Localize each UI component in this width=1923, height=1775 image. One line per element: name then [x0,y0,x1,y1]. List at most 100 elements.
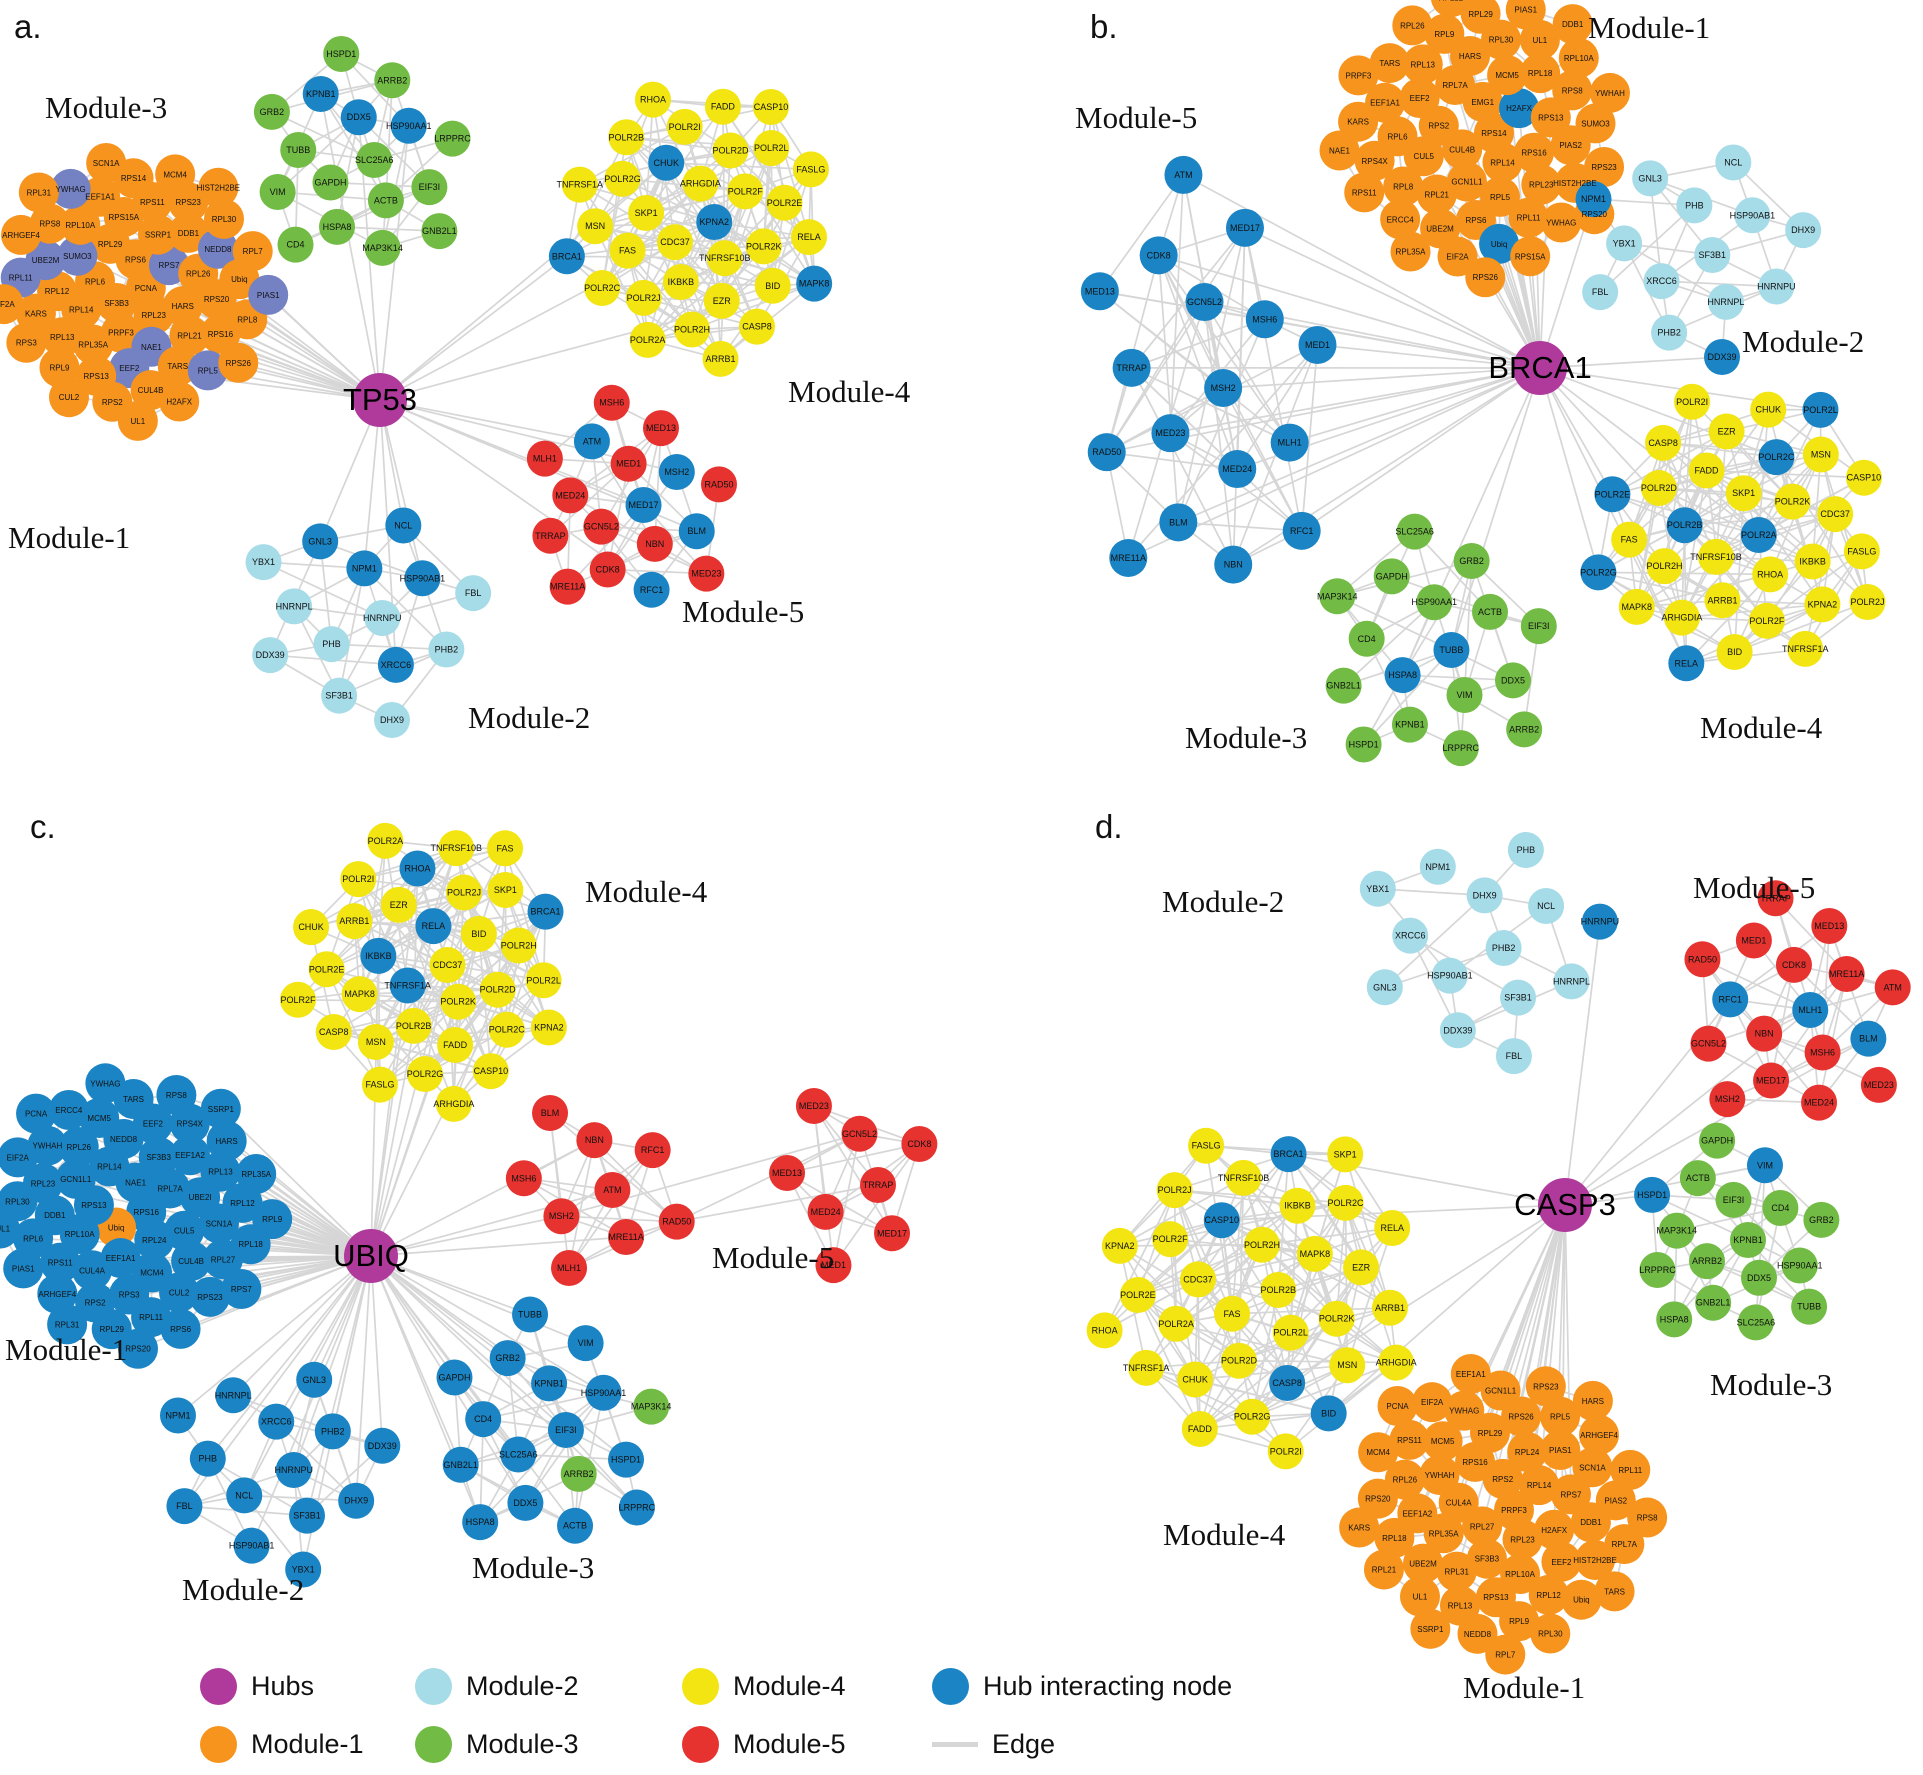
node-label: POLR2E [1120,1290,1156,1300]
node-RPL10A [60,204,101,245]
node-label: RPS8 [166,1091,187,1100]
node-POLR2E [1119,1276,1156,1313]
node-label: GRB2 [260,107,285,117]
node-label: MED13 [772,1168,802,1178]
node-SKP1 [628,194,665,231]
node-HNRNPU [1758,268,1795,305]
node-label: RPS23 [197,1293,223,1302]
node-POLR2H [1646,548,1683,585]
node-label: POLR2H [501,940,537,950]
node-label: POLR2K [746,241,782,251]
node-SF3B1 [1500,979,1537,1016]
node-BRCA1 [1270,1136,1307,1173]
node-label: DHX9 [1473,890,1497,900]
node-label: ACTB [1478,607,1502,617]
node-label: CDC37 [1820,509,1850,519]
node-label: BRCA1 [531,907,561,917]
node-label: ARRB2 [564,1469,594,1479]
node-SUMO3 [1575,103,1616,144]
node-label: HSP90AB1 [1730,210,1776,220]
node-label: BRCA1 [552,251,582,261]
node-label: MRE11A [1111,553,1146,563]
node-label: HARS [1582,1397,1604,1406]
node-POLR2K [440,983,477,1020]
node-ACTB [1471,593,1508,630]
node-KPNA2 [1804,586,1841,623]
node-label: RPL18 [1528,69,1553,78]
node-label: RPL35A [1429,1529,1459,1538]
node-label: RPL9 [262,1215,283,1224]
node-label: RPL23 [1510,1535,1535,1544]
node-CD4 [1348,620,1385,657]
node-label: GCN1L1 [60,1175,92,1184]
node-label: HNRNPL [276,601,313,611]
node-label: UBE2M [1409,1560,1437,1569]
node-CASP10 [752,88,789,125]
node-MED24 [807,1193,844,1230]
node-label: HNRNPU [1757,282,1796,292]
node-label: RPL29 [1468,10,1493,19]
node-label: MED17 [1230,223,1260,233]
node-NPM1 [1575,181,1612,218]
node-RAD50 [1087,433,1126,472]
node-label: ARHGDIA [433,1099,474,1109]
node-label: FAS [1621,535,1638,545]
node-label: RPL5 [198,366,219,375]
node-SSRP1 [200,1088,241,1129]
node-label: GNB2L1 [422,226,457,236]
node-label: RPS16 [1462,1458,1488,1467]
node-GNL3 [1632,160,1669,197]
node-label: TARS [167,362,188,371]
node-ACTB [367,182,404,219]
node-label: CASP10 [754,102,789,112]
node-label: BID [765,281,781,291]
node-label: ARRB2 [377,75,407,85]
module-label: Module-5 [1075,100,1197,135]
node-PIAS1 [1540,1429,1581,1470]
node-TUBB [280,131,317,168]
node-RPS6 [160,1308,201,1349]
node-label: FBL [176,1501,193,1511]
node-POLR2G [1234,1398,1271,1435]
node-label: POLR2C [1328,1198,1365,1208]
node-label: FAS [619,246,636,256]
node-RPL12 [1528,1574,1569,1615]
node-POLR2K [745,228,782,265]
node-label: TRRAP [1760,893,1791,903]
node-HSPD1 [1634,1176,1671,1213]
node-ERCC4 [1380,199,1421,240]
node-HARS [206,1120,247,1161]
node-EZR [1343,1249,1380,1286]
node-TRRAP [860,1167,896,1203]
node-RFC1 [1282,511,1321,550]
node-label: EIF2A [1421,1398,1444,1407]
node-PHB2 [428,631,465,668]
node-PIAS1 [1505,0,1546,30]
node-label: TNFRSF10B [1690,552,1742,562]
node-LRPPRC [1639,1251,1676,1288]
node-label: CHUK [298,922,324,932]
node-label: KPNB1 [534,1378,564,1388]
node-TRRAP [1757,880,1794,917]
node-label: EZR [713,296,732,306]
node-RPS13 [1530,97,1571,138]
node-YBX1 [245,544,282,581]
node-NEDD8 [197,228,238,269]
node-label: CDK8 [907,1139,931,1149]
node-EZR [1708,413,1745,450]
node-BLM [678,513,715,550]
node-FAS [1611,521,1648,558]
node-label: GCN5L2 [1691,1039,1726,1049]
node-label: SF3B1 [1504,993,1532,1003]
node-RPS11 [1389,1419,1430,1460]
node-label: RPL21 [1425,190,1450,199]
node-HNRNPL [215,1377,252,1414]
node-MED13 [769,1154,806,1191]
node-label: CUL4B [1449,145,1475,154]
node-FASLG [792,151,829,188]
node-label: H2AFX [1541,1526,1567,1535]
node-label: MLH1 [557,1263,581,1273]
node-XRCC6 [258,1403,295,1440]
node-PHB [1507,831,1544,868]
node-label: TNFRSF10B [699,253,751,263]
